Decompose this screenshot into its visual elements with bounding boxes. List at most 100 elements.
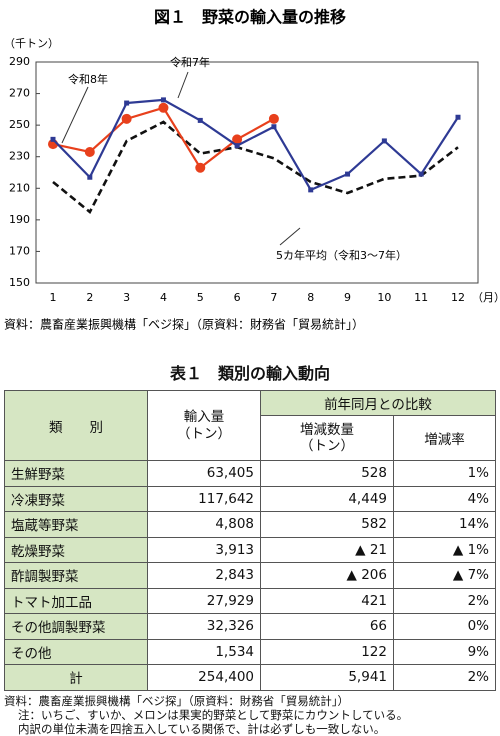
y-axis-label: （千トン） — [4, 37, 59, 50]
series-line — [52, 98, 459, 192]
table-cell: 2% — [393, 587, 496, 614]
point — [268, 113, 279, 124]
table-cell: 1,534 — [147, 638, 261, 665]
table-cell: 2% — [393, 664, 496, 691]
point — [124, 100, 130, 106]
table-row: 冷凍野菜 117,642 4,449 4% — [4, 485, 496, 512]
table-cell: 0% — [393, 613, 496, 640]
row-label: 酢調製野菜 — [4, 562, 148, 589]
point — [418, 171, 424, 177]
point — [158, 102, 169, 113]
header-cell: 輸入量 （トン） — [147, 390, 261, 461]
row-label: 計 — [4, 664, 148, 691]
y-tick-label: 250 — [9, 118, 30, 131]
x-tick-label: 12 — [451, 291, 465, 304]
table-cell: 528 — [260, 460, 394, 487]
x-tick-label: 9 — [344, 291, 351, 304]
x-tick-label: 6 — [234, 291, 241, 304]
table-cell: 122 — [260, 638, 394, 665]
table-cell: ▲ 21 — [260, 536, 394, 563]
y-tick-label: 150 — [9, 276, 30, 289]
leader-line — [61, 86, 89, 144]
note: 内訳の単位未満を四捨五入している関係で、計は必ずしも一致しない。 — [18, 722, 386, 736]
chart-source: 資料：農畜産業振興機構「ベジ探」（原資料：財務省「貿易統計」） — [4, 317, 364, 332]
point — [381, 138, 387, 144]
table-cell: 27,929 — [147, 587, 261, 614]
point — [345, 171, 351, 177]
table-cell: 14% — [393, 511, 496, 538]
table: 類 別 輸入量 （トン） 前年同月との比較 増減数量 （トン） 増減率 生鮮野菜… — [4, 390, 496, 691]
table-row: 塩蔵等野菜 4,808 582 14% — [4, 511, 496, 538]
header-cell: 増減数量 （トン） — [260, 415, 394, 461]
table-body: 生鮮野菜 63,405 528 1% 冷凍野菜 117,642 4,449 4% 塩蔵等野菜 4,… — [4, 460, 496, 691]
leader-line — [279, 227, 301, 246]
table-cell: 9% — [393, 638, 496, 665]
y-tick-label: 270 — [9, 87, 30, 100]
row-label: その他調製野菜 — [4, 613, 148, 640]
table-row: 酢調製野菜 2,843 ▲ 206 ▲ 7% — [4, 562, 496, 589]
y-tick-label: 190 — [9, 213, 30, 226]
x-tick-label: 11 — [414, 291, 428, 304]
point — [308, 187, 314, 193]
row-label: その他 — [4, 638, 148, 665]
plot-frame — [35, 61, 479, 284]
chart-title: 図１ 野菜の輸入量の推移 — [154, 8, 346, 27]
point — [197, 117, 203, 123]
x-tick-label: 4 — [160, 291, 167, 304]
y-tick-label: 230 — [9, 150, 30, 163]
point — [50, 136, 56, 142]
x-tick-label: 8 — [307, 291, 314, 304]
table-cell: 1% — [393, 460, 496, 487]
table-row: その他調製野菜 32,326 66 0% — [4, 613, 496, 640]
x-tick-label: 5 — [197, 291, 204, 304]
x-axis-label: （月） — [472, 291, 500, 304]
x-tick-label: 3 — [123, 291, 130, 304]
x-tick-label: 7 — [270, 291, 277, 304]
point — [84, 146, 95, 157]
table-row: トマト加工品 27,929 421 2% — [4, 587, 496, 614]
x-tick-label: 10 — [377, 291, 391, 304]
table-cell: 3,913 — [147, 536, 261, 563]
point — [232, 134, 243, 145]
header-cell: 増減率 — [393, 415, 496, 461]
series-line — [52, 120, 459, 214]
table-cell: ▲ 1% — [393, 536, 496, 563]
series-label: 令和7年 — [170, 55, 210, 69]
table-row: 生鮮野菜 63,405 528 1% — [4, 460, 496, 487]
x-tick-label: 1 — [50, 291, 57, 304]
note: 注：いちご、すいか、メロンは果実的野菜として野菜にカウントしている。 — [18, 708, 409, 722]
notes: 資料：農畜産業振興機構「ベジ探」（原資料：財務省「貿易統計」） 注：いちご、すい… — [4, 694, 408, 736]
table-cell: 4,808 — [147, 511, 261, 538]
point — [195, 162, 206, 173]
row-label: トマト加工品 — [4, 587, 148, 614]
table-row: その他 1,534 122 9% — [4, 638, 496, 665]
table-cell: 5,941 — [260, 664, 394, 691]
series-label: 令和8年 — [68, 72, 108, 86]
table-cell: 2,843 — [147, 562, 261, 589]
chart: 図１ 野菜の輸入量の推移 （千トン） （月） 資料：農畜産業振興機構「ベジ探」（… — [4, 8, 500, 332]
point — [271, 124, 277, 130]
y-tick-label: 170 — [9, 244, 30, 257]
table-cell: 117,642 — [147, 485, 261, 512]
row-label: 生鮮野菜 — [4, 460, 148, 487]
row-label: 冷凍野菜 — [4, 485, 148, 512]
point — [160, 97, 166, 103]
table-cell: 421 — [260, 587, 394, 614]
point — [455, 114, 461, 120]
table-cell: 32,326 — [147, 613, 261, 640]
table-cell: 254,400 — [147, 664, 261, 691]
header-cell: 類 別 — [4, 390, 148, 461]
y-tick-label: 290 — [9, 55, 30, 68]
table-cell: 582 — [260, 511, 394, 538]
point — [121, 113, 132, 124]
point — [234, 143, 240, 149]
table-cell: 66 — [260, 613, 394, 640]
table-title: 表１ 類別の輸入動向 — [169, 364, 330, 383]
header-cell: 前年同月との比較 — [260, 390, 496, 416]
y-tick-label: 210 — [9, 181, 30, 194]
x-tick-label: 2 — [86, 291, 93, 304]
table-cell: 4,449 — [260, 485, 394, 512]
table-row: 乾燥野菜 3,913 ▲ 21 ▲ 1% — [4, 536, 496, 563]
point — [87, 174, 93, 180]
